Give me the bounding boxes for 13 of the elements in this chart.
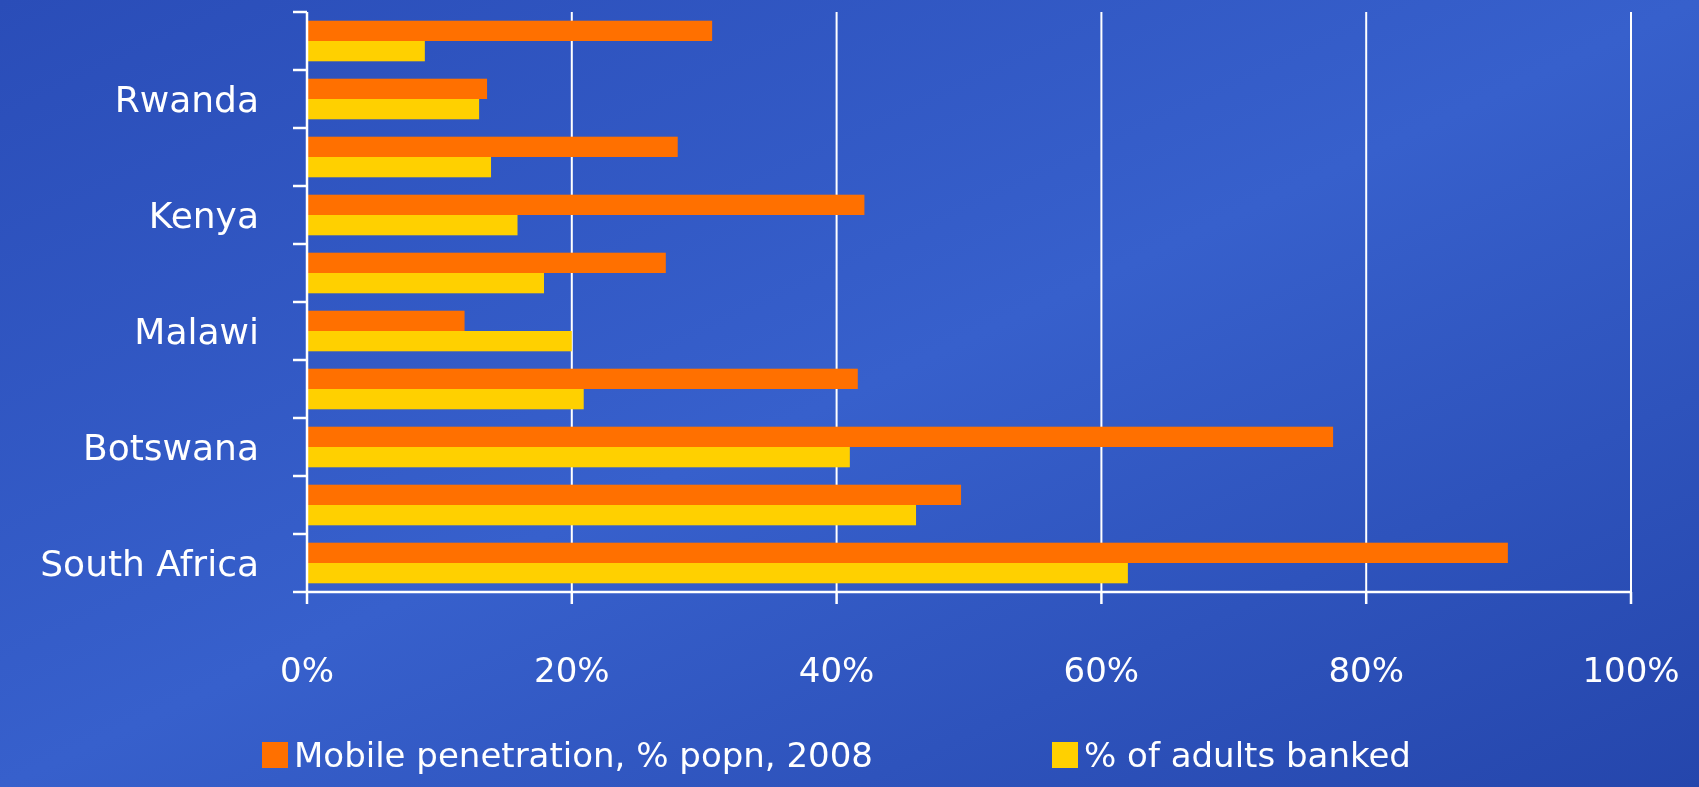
x-tick-label: 60% (1063, 650, 1140, 690)
legend-label: Mobile penetration, % popn, 2008 (294, 734, 873, 775)
x-tick-label: 20% (534, 650, 610, 690)
y-tick-label: Kenya (148, 194, 259, 236)
y-tick-label: Malawi (134, 310, 259, 352)
x-tick-label: 100% (1582, 650, 1680, 690)
y-tick-label: South Africa (40, 542, 259, 584)
legend-label: % of adults banked (1084, 734, 1411, 775)
x-tick-label: 0% (280, 650, 334, 690)
x-tick-label: 40% (798, 650, 875, 690)
y-tick-label: Rwanda (114, 78, 259, 120)
y-tick-label: Botswana (83, 426, 259, 468)
x-tick-label: 80% (1328, 650, 1404, 690)
